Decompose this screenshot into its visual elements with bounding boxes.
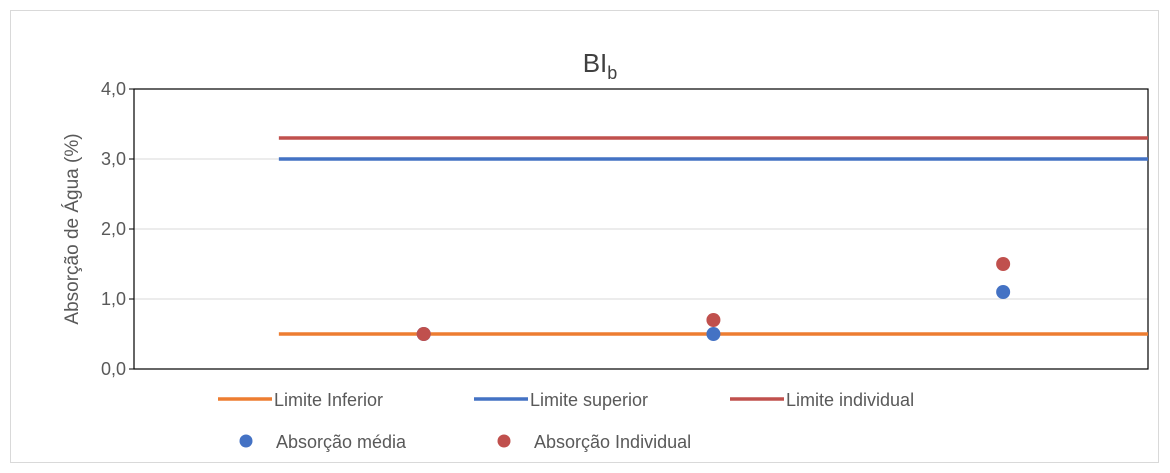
data-points <box>416 257 1011 341</box>
legend-label: Limite individual <box>786 390 914 410</box>
y-tick-label: 0,0 <box>101 359 126 379</box>
y-tick-label: 2,0 <box>101 219 126 239</box>
legend-label: Limite Inferior <box>274 390 383 410</box>
plot-area-border <box>133 88 1149 370</box>
data-point <box>706 313 721 327</box>
data-point <box>416 327 431 341</box>
limit-lines <box>278 136 1148 336</box>
legend-label: Limite superior <box>530 390 648 410</box>
legend-label: Absorção Individual <box>534 432 691 452</box>
legend-marker-swatch <box>239 434 253 448</box>
legend: Limite Inferior Limite superior Limite ind… <box>218 390 914 452</box>
y-tick-label: 4,0 <box>101 79 126 99</box>
legend-marker-swatch <box>497 434 511 448</box>
y-tick-label: 1,0 <box>101 289 126 309</box>
data-point <box>706 327 721 341</box>
chart-title: BIb <box>583 48 618 83</box>
y-tick-label: 3,0 <box>101 149 126 169</box>
grid-layer <box>129 88 1148 370</box>
chart-title-subscript: b <box>607 63 617 83</box>
chart-title-main: BI <box>583 48 608 78</box>
chart-frame <box>10 10 1159 463</box>
y-axis-label: Absorção de Água (%) <box>62 133 83 324</box>
y-tick-labels: 0,0 1,0 2,0 3,0 4,0 <box>101 79 126 379</box>
data-point <box>996 285 1011 299</box>
data-point <box>996 257 1011 271</box>
legend-label: Absorção média <box>276 432 407 452</box>
